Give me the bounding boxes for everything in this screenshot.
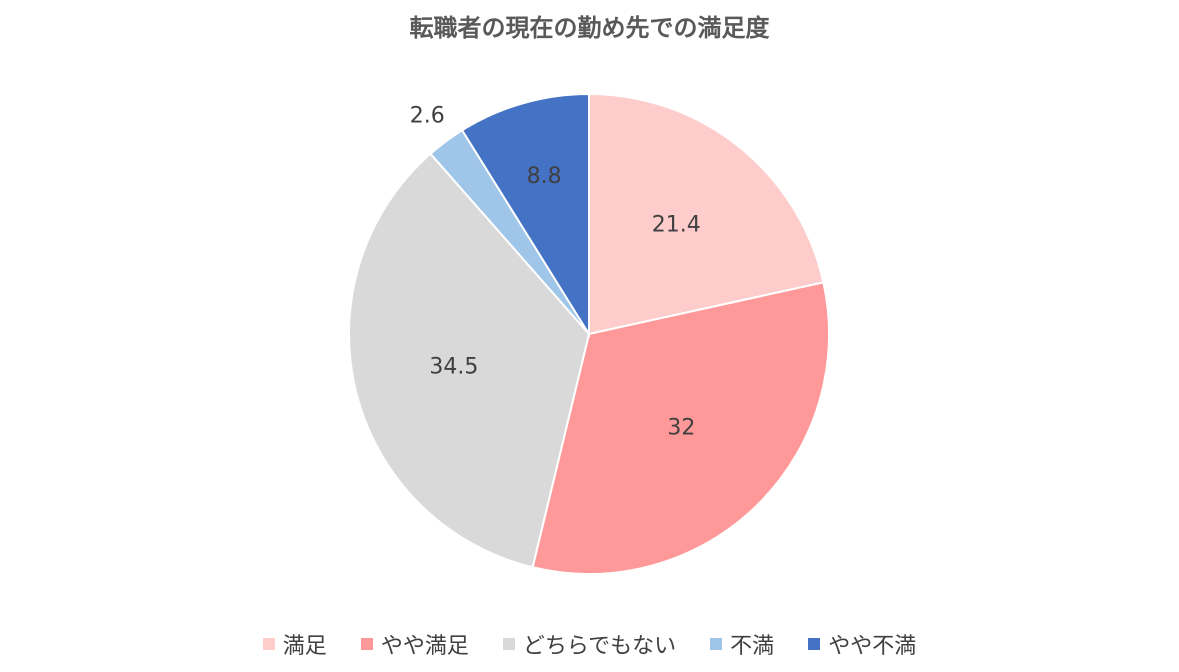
chart-title: 転職者の現在の勤め先での満足度 bbox=[409, 14, 770, 42]
legend-swatch bbox=[360, 638, 373, 650]
legend-label: やや満足 bbox=[380, 634, 469, 659]
data-labels: 21.4 32 34.5 2.6 8.8 bbox=[410, 103, 701, 440]
legend-item-4: 不満 bbox=[710, 628, 774, 660]
pie-slice-3 bbox=[348, 152, 591, 569]
data-label-4: 2.6 bbox=[410, 103, 445, 128]
data-label-3: 34.5 bbox=[429, 354, 478, 379]
legend-swatch bbox=[808, 638, 821, 650]
pie-slice-1 bbox=[588, 92, 825, 336]
legend-label: どちらでもない bbox=[522, 634, 677, 659]
legend-item-2: やや満足 bbox=[360, 628, 469, 660]
pie-slices bbox=[348, 92, 830, 575]
pie-slice-5 bbox=[460, 92, 590, 338]
legend-swatch bbox=[262, 638, 275, 650]
legend: 満足 やや満足 どちらでもない 不満 やや不満 bbox=[0, 628, 1179, 660]
legend-swatch bbox=[502, 638, 515, 650]
legend-item-3: どちらでもない bbox=[502, 628, 677, 660]
legend-label: やや不満 bbox=[828, 634, 917, 659]
legend-label: 不満 bbox=[730, 634, 775, 659]
pie-slice-2 bbox=[531, 281, 830, 575]
legend-label: 満足 bbox=[282, 634, 327, 659]
legend-swatch bbox=[710, 638, 723, 650]
legend-item-5: やや不満 bbox=[808, 628, 916, 660]
data-label-2: 32 bbox=[667, 415, 695, 440]
data-label-5: 8.8 bbox=[527, 164, 562, 189]
legend-item-1: 満足 bbox=[262, 628, 327, 660]
data-label-1: 21.4 bbox=[652, 213, 701, 238]
